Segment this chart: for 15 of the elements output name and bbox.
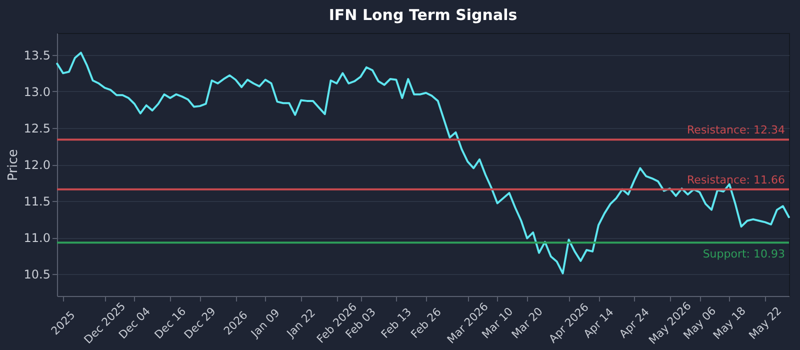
y-tick-label: 13.0 [24, 84, 50, 99]
y-tick-label: 12.5 [24, 121, 50, 136]
y-tick-label: 13.5 [24, 48, 50, 62]
y-tick-label: 10.5 [24, 268, 50, 282]
y-tick-label: 11.5 [24, 194, 50, 209]
ref-line-label: Resistance: 11.66 [687, 173, 785, 186]
x-tick-label: Jan 22 [284, 306, 318, 341]
y-tick-label: 11.0 [24, 231, 50, 246]
ref-line-label: Resistance: 12.34 [687, 124, 785, 137]
line-series [56, 52, 790, 274]
ref-line-label: Support: 10.93 [702, 248, 785, 261]
y-axis-title: Price [6, 149, 21, 181]
y-tick-label: 12.0 [24, 158, 50, 172]
chart-title: IFN Long Term Signals [328, 6, 518, 24]
x-tick-label: Jan 09 [248, 306, 282, 341]
